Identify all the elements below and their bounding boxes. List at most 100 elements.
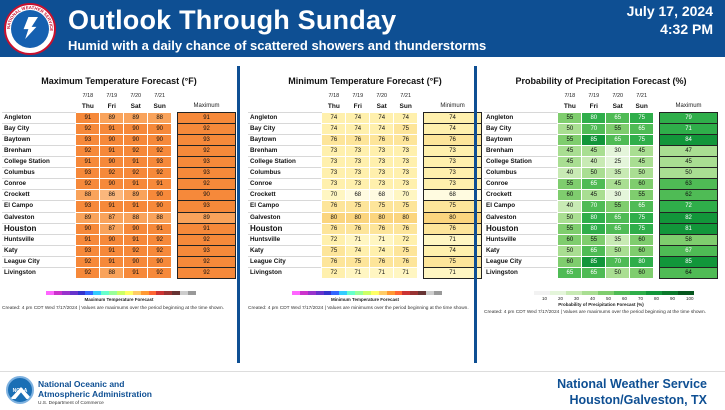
forecast-cell: 73 <box>393 144 419 158</box>
city-name: Huntsville <box>2 233 76 246</box>
color-scale-swatch <box>323 291 332 295</box>
forecast-cell: 50 <box>557 244 583 257</box>
forecast-cell: 73 <box>345 167 371 180</box>
forecast-table: 7/18 7/19 7/20 7/21 Thu Fri Sat Sun Maximum Angle… <box>484 90 718 280</box>
column-day: Sun <box>153 102 166 110</box>
forecast-cell: 73 <box>321 156 347 169</box>
forecast-cell: 73 <box>345 156 371 169</box>
forecast-cell: 89 <box>123 189 149 202</box>
header-spacer <box>424 90 482 101</box>
color-scale-swatch <box>614 291 630 295</box>
forecast-cell: 55 <box>629 189 655 202</box>
city-name: League City <box>248 255 322 268</box>
city-name: Conroe <box>248 178 322 190</box>
table-row: Bay City 74 74 74 75 74 <box>248 122 482 135</box>
forecast-cell: 90 <box>99 233 125 246</box>
max-temp-panel: Maximum Temperature Forecast (°F) 7/18 7/1… <box>2 76 236 364</box>
forecast-cell: 74 <box>369 244 395 257</box>
scale-label: Minimum Temperature Forecast <box>331 297 399 302</box>
summary-cell: 91 <box>177 222 236 235</box>
city-name: Angleton <box>2 111 76 124</box>
color-scale-swatch <box>386 291 395 295</box>
column-day: Thu <box>563 102 576 110</box>
summary-cell: 93 <box>177 244 236 257</box>
color-scale-swatch <box>53 291 62 295</box>
forecast-cell: 92 <box>147 233 173 246</box>
table-row: Houston 90 87 90 91 91 <box>2 222 236 235</box>
forecast-cell: 92 <box>147 167 173 180</box>
city-name: Houston <box>2 222 76 235</box>
color-scale-swatch <box>85 291 94 295</box>
column-date: 7/18 <box>564 92 576 99</box>
city-name: Baytown <box>248 133 322 146</box>
city-name: Galveston <box>248 211 322 224</box>
city-name: Houston <box>484 222 558 235</box>
forecast-cell: 74 <box>345 111 371 124</box>
city-name: Conroe <box>2 178 76 190</box>
scale-tick-label: 70 <box>638 296 644 301</box>
summary-cell: 82 <box>659 211 718 224</box>
summary-cell: 62 <box>659 189 718 202</box>
city-name: Bay City <box>2 122 76 135</box>
city-name: Huntsville <box>484 233 558 246</box>
table-row: Baytown 76 76 76 76 76 <box>248 133 482 146</box>
forecast-cell: 88 <box>99 266 125 280</box>
table-row: Columbus 93 92 92 92 93 <box>2 167 236 180</box>
nws-name: National Weather Service <box>557 377 707 391</box>
city-name: League City <box>484 255 558 268</box>
forecast-cell: 45 <box>581 189 607 202</box>
table-row: Huntsville 60 55 35 60 58 <box>484 233 718 246</box>
forecast-cell: 75 <box>393 244 419 257</box>
summary-cell: 58 <box>659 233 718 246</box>
forecast-cell: 71 <box>345 266 371 280</box>
forecast-cell: 91 <box>123 178 149 191</box>
city-name: Baytown <box>2 133 76 146</box>
forecast-cell: 55 <box>605 200 631 213</box>
forecast-cell: 93 <box>75 133 101 146</box>
date-header-row: 7/18 7/19 7/20 7/21 <box>484 90 718 101</box>
scale-tick-label: 60 <box>622 296 628 301</box>
color-scale-swatch <box>132 291 141 295</box>
forecast-cell: 45 <box>581 144 607 158</box>
scale-label: Maximum Temperature Forecast <box>84 297 154 302</box>
forecast-cell: 70 <box>393 189 419 202</box>
scale-tick-label: 50 <box>606 296 612 301</box>
city-name: Angleton <box>248 111 322 124</box>
scale-tick-label: 20 <box>558 296 564 301</box>
column-day: Fri <box>107 102 116 110</box>
forecast-cell: 73 <box>369 178 395 191</box>
city-name: Livingston <box>2 266 76 279</box>
forecast-cell: 92 <box>123 167 149 180</box>
table-row: Livingston 92 88 91 92 92 <box>2 266 236 280</box>
city-name: El Campo <box>484 200 558 213</box>
summary-cell: 45 <box>659 156 718 169</box>
color-scale-swatch <box>124 291 133 295</box>
column-date: 7/18 <box>82 92 94 99</box>
forecast-cell: 30 <box>605 189 631 202</box>
forecast-cell: 76 <box>321 200 347 213</box>
city-name: Bay City <box>248 122 322 135</box>
column-day: Sun <box>399 102 412 110</box>
summary-cell: 76 <box>423 133 482 146</box>
forecast-cell: 68 <box>369 189 395 202</box>
forecast-cell: 73 <box>393 156 419 169</box>
column-day: Sat <box>612 102 623 110</box>
forecast-cell: 45 <box>629 144 655 158</box>
table-row: Brenham 92 91 92 92 92 <box>2 144 236 158</box>
forecast-cell: 90 <box>123 222 149 235</box>
table-row: Houston 76 76 76 76 76 <box>248 222 482 235</box>
summary-cell: 72 <box>659 200 718 213</box>
table-row: Angleton 55 80 65 75 79 <box>484 111 718 124</box>
forecast-cell: 90 <box>123 255 149 269</box>
table-row: Huntsville 91 90 91 92 92 <box>2 233 236 246</box>
column-day: Sat <box>376 102 387 110</box>
color-scale-swatch <box>180 291 189 295</box>
header-spacer <box>484 101 558 112</box>
noaa-logo-text: NOAA <box>12 388 28 394</box>
forecast-cell: 91 <box>123 266 149 280</box>
city-name: Livingston <box>484 266 558 279</box>
scale-tick-label: 40 <box>590 296 596 301</box>
forecast-cell: 60 <box>629 178 655 191</box>
forecast-cell: 55 <box>557 133 583 146</box>
summary-cell: 73 <box>423 144 482 158</box>
